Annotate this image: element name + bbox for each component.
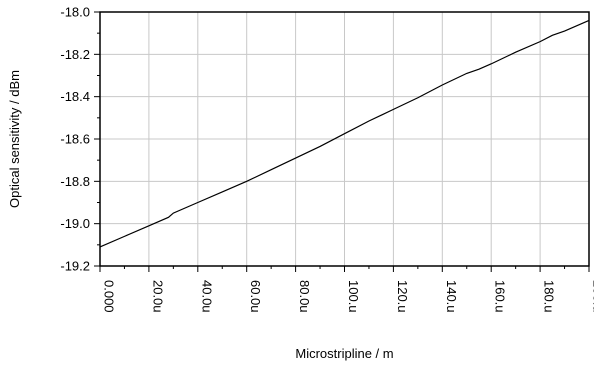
y-tick-label: -19.2 xyxy=(60,259,90,274)
x-tick-label: 180.u xyxy=(542,280,557,313)
x-tick-labels: 0.000 20.0u 40.0u 60.0u 80.0u 100.u 120.u 140.u… xyxy=(102,280,594,313)
y-tick-label: -18.4 xyxy=(60,89,90,104)
y-tick-label: -18.6 xyxy=(60,132,90,147)
x-tick-label: 200.u xyxy=(591,280,594,313)
y-tick-labels: -18.0 -18.2 -18.4 -18.6 -18.8 -19.0 -19.2 xyxy=(60,5,90,274)
series-line-0 xyxy=(99,19,590,248)
y-tick-label: -18.0 xyxy=(60,5,90,20)
grid-lines xyxy=(99,11,590,267)
x-tick-label: 80.0u xyxy=(297,280,312,313)
x-tick-label: 20.0u xyxy=(150,280,165,313)
x-tick-label: 160.u xyxy=(493,280,508,313)
x-tick-label: 100.u xyxy=(346,280,361,313)
x-tick-label: 0.000 xyxy=(102,280,117,313)
y-tick-label: -19.0 xyxy=(60,216,90,231)
x-tick-label: 120.u xyxy=(395,280,410,313)
x-tick-label: 60.0u xyxy=(248,280,263,313)
x-tick-label: 40.0u xyxy=(199,280,214,313)
series-layer xyxy=(99,19,590,248)
x-axis-label: Microstripline / m xyxy=(295,346,393,361)
y-axis-label: Optical sensitivity / dBm xyxy=(7,70,22,208)
tick-marks xyxy=(94,11,590,272)
y-tick-label: -18.2 xyxy=(60,47,90,62)
x-tick-label: 140.u xyxy=(444,280,459,313)
y-tick-label: -18.8 xyxy=(60,174,90,189)
